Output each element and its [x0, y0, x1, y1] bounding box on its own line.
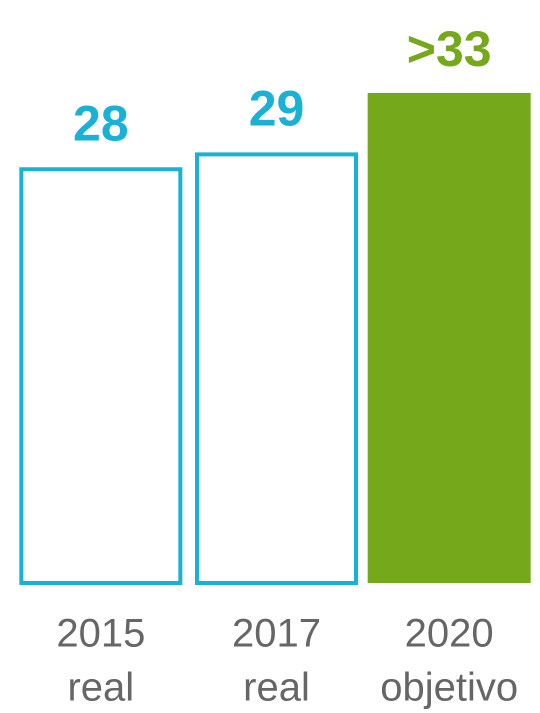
x-tick-sublabel: real — [243, 666, 310, 710]
x-tick-label: 2015 — [56, 612, 145, 656]
value-label: >33 — [407, 21, 492, 77]
x-tick-label: 2020 — [405, 612, 494, 656]
x-tick-label: 2017 — [232, 612, 321, 656]
x-tick-sublabel: objetivo — [380, 666, 518, 710]
bar — [367, 93, 531, 583]
value-label: 28 — [73, 95, 129, 151]
value-label: 29 — [249, 81, 305, 137]
bar — [19, 167, 183, 585]
x-tick-sublabel: real — [67, 666, 134, 710]
bar — [195, 152, 358, 585]
